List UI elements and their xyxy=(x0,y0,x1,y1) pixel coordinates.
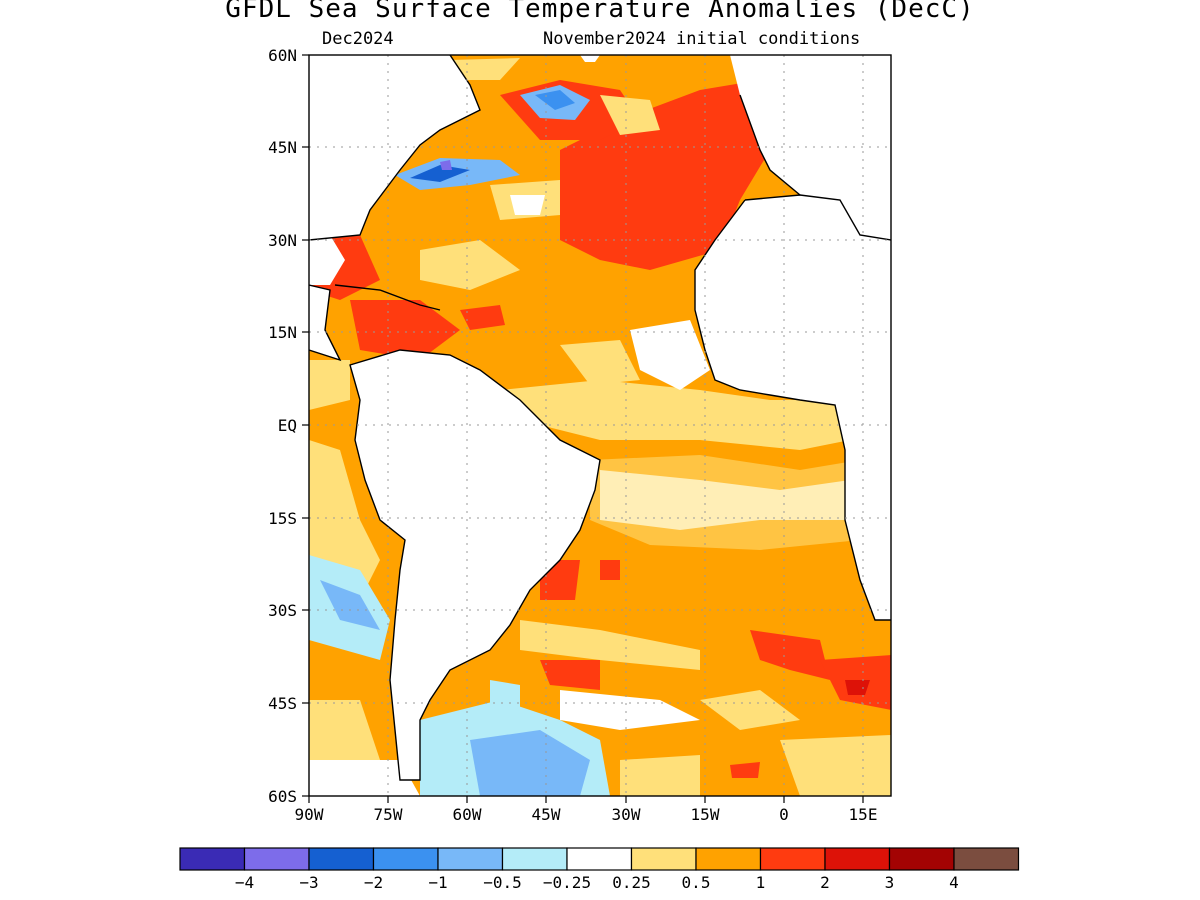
colorbar-label: 1 xyxy=(756,873,766,892)
coastlines xyxy=(309,55,891,781)
colorbar-swatch xyxy=(566,847,633,871)
colorbar-swatch xyxy=(501,847,568,871)
colorbar-labels: −4 −3 −2 −1 −0.5 −0.25 0.25 0.5 1 2 3 4 xyxy=(235,873,959,892)
colorbar-swatch xyxy=(437,847,504,871)
axis-ticks xyxy=(302,54,864,803)
graticule xyxy=(309,55,891,796)
lon-label: 30W xyxy=(612,805,641,824)
colorbar-swatch xyxy=(888,847,955,871)
colorbar-label: 4 xyxy=(949,873,959,892)
colorbar-swatch xyxy=(372,847,439,871)
forecast-month: Dec2024 xyxy=(322,29,394,49)
lon-label: 90W xyxy=(295,805,324,824)
lon-label: 75W xyxy=(374,805,403,824)
longitude-labels: 90W 75W 60W 45W 30W 15W 0 15E xyxy=(295,805,878,824)
lat-label: EQ xyxy=(278,416,297,435)
colorbar-swatch xyxy=(695,847,762,871)
colorbar-label: 0.5 xyxy=(682,873,711,892)
colorbar-swatch xyxy=(630,847,697,871)
lat-label: 15S xyxy=(268,509,297,528)
colorbar-swatch xyxy=(308,847,375,871)
lon-label: 45W xyxy=(532,805,561,824)
colorbar-swatch xyxy=(953,847,1020,871)
colorbar-swatch xyxy=(243,847,310,871)
lon-label: 15W xyxy=(691,805,720,824)
colorbar-label: 2 xyxy=(820,873,830,892)
initial-conditions: November2024 initial conditions xyxy=(543,29,861,49)
colorbar-label: −0.5 xyxy=(483,873,522,892)
lon-label: 0 xyxy=(779,805,789,824)
lat-label: 30S xyxy=(268,601,297,620)
lat-label: 30N xyxy=(268,231,297,250)
colorbar-swatch xyxy=(824,847,891,871)
anomaly-field xyxy=(309,55,891,796)
lat-label: 15N xyxy=(268,323,297,342)
lat-label: 60S xyxy=(268,787,297,806)
colorbar-label: −4 xyxy=(235,873,254,892)
lat-label: 60N xyxy=(268,46,297,65)
colorbar-label: −0.25 xyxy=(543,873,591,892)
colorbar-label: −3 xyxy=(299,873,318,892)
lat-label: 45S xyxy=(268,694,297,713)
colorbar xyxy=(179,847,1020,871)
map-title: GFDL Sea Surface Temperature Anomalies (… xyxy=(225,0,975,24)
latitude-labels: 60N 45N 30N 15N EQ 15S 30S 45S 60S xyxy=(268,46,297,806)
colorbar-label: −2 xyxy=(364,873,383,892)
lat-label: 45N xyxy=(268,138,297,157)
colorbar-label: −1 xyxy=(428,873,447,892)
colorbar-swatch xyxy=(759,847,826,871)
colorbar-label: 0.25 xyxy=(612,873,651,892)
colorbar-label: 3 xyxy=(885,873,895,892)
colorbar-swatch xyxy=(179,847,246,871)
lon-label: 15E xyxy=(849,805,878,824)
lon-label: 60W xyxy=(453,805,482,824)
